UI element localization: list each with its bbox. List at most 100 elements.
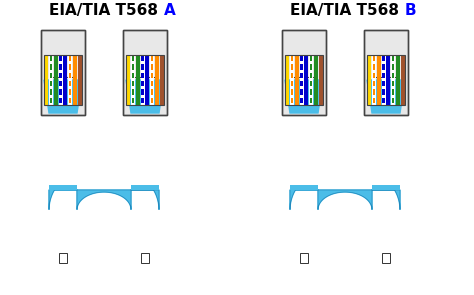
Bar: [301, 81, 303, 86]
Bar: [68, 55, 72, 105]
Bar: [141, 56, 144, 61]
Bar: [132, 64, 134, 70]
Bar: [49, 55, 53, 105]
Bar: [373, 64, 375, 70]
Bar: [59, 73, 62, 78]
Bar: [291, 56, 293, 61]
Bar: [304, 55, 309, 105]
Bar: [373, 98, 375, 103]
Bar: [150, 55, 154, 105]
Bar: [373, 73, 375, 78]
Bar: [50, 89, 52, 95]
Bar: [52, 77, 74, 95]
Bar: [41, 30, 85, 115]
Bar: [69, 64, 71, 70]
Bar: [282, 30, 326, 115]
Bar: [136, 55, 140, 105]
Bar: [59, 81, 62, 86]
Bar: [126, 55, 130, 105]
Polygon shape: [285, 80, 323, 113]
Bar: [392, 64, 394, 70]
Bar: [310, 81, 312, 86]
Bar: [382, 253, 390, 263]
Bar: [50, 64, 52, 70]
Bar: [132, 73, 134, 78]
Bar: [69, 81, 71, 86]
Bar: [396, 55, 400, 105]
Bar: [391, 55, 395, 105]
Bar: [377, 55, 381, 105]
Bar: [310, 89, 312, 95]
Bar: [282, 30, 326, 115]
Bar: [372, 185, 400, 190]
Bar: [392, 89, 394, 95]
Text: EIA/TIA T568: EIA/TIA T568: [291, 3, 400, 18]
Bar: [151, 64, 153, 70]
Bar: [314, 55, 318, 105]
Bar: [310, 73, 312, 78]
Bar: [59, 56, 62, 61]
Bar: [392, 98, 394, 103]
Bar: [392, 81, 394, 86]
Bar: [69, 89, 71, 95]
Bar: [141, 89, 144, 95]
Bar: [132, 98, 134, 103]
Bar: [373, 89, 375, 95]
Bar: [123, 30, 167, 115]
Bar: [301, 98, 303, 103]
Bar: [64, 55, 67, 105]
Bar: [383, 73, 385, 78]
Polygon shape: [126, 80, 164, 113]
Bar: [386, 55, 391, 105]
Bar: [151, 89, 153, 95]
Bar: [301, 89, 303, 95]
Bar: [401, 55, 405, 105]
Bar: [293, 77, 315, 95]
Bar: [132, 81, 134, 86]
Polygon shape: [290, 190, 400, 209]
Bar: [54, 55, 58, 105]
Bar: [50, 56, 52, 61]
Bar: [392, 73, 394, 78]
Bar: [291, 64, 293, 70]
Bar: [364, 30, 408, 115]
Bar: [373, 81, 375, 86]
Bar: [383, 89, 385, 95]
Bar: [59, 98, 62, 103]
Bar: [151, 81, 153, 86]
Bar: [375, 77, 397, 95]
Bar: [132, 89, 134, 95]
Bar: [367, 55, 372, 105]
Bar: [364, 30, 408, 115]
Bar: [49, 185, 77, 190]
Bar: [310, 56, 312, 61]
Bar: [44, 55, 48, 105]
Bar: [392, 56, 394, 61]
Bar: [285, 55, 290, 105]
Bar: [382, 55, 386, 105]
Bar: [50, 81, 52, 86]
Bar: [126, 55, 164, 105]
Bar: [383, 56, 385, 61]
Bar: [310, 98, 312, 103]
Polygon shape: [44, 80, 82, 113]
Polygon shape: [49, 190, 159, 209]
Bar: [291, 89, 293, 95]
Bar: [151, 73, 153, 78]
Bar: [155, 55, 159, 105]
Bar: [291, 81, 293, 86]
Bar: [301, 73, 303, 78]
Bar: [69, 73, 71, 78]
Bar: [141, 64, 144, 70]
Bar: [300, 253, 308, 263]
Bar: [151, 98, 153, 103]
Bar: [383, 64, 385, 70]
Bar: [141, 73, 144, 78]
Bar: [69, 56, 71, 61]
Bar: [373, 56, 375, 61]
Bar: [160, 55, 164, 105]
Bar: [367, 55, 405, 105]
Bar: [59, 89, 62, 95]
Bar: [59, 253, 67, 263]
Bar: [69, 98, 71, 103]
